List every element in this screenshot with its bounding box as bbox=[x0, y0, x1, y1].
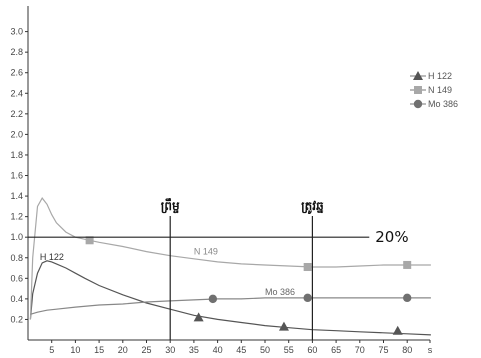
y-tick-label: 1.0 bbox=[10, 232, 23, 242]
legend-label: Mo 386 bbox=[428, 99, 458, 109]
x-tick-label: 70 bbox=[355, 345, 365, 355]
x-tick-label: 5 bbox=[49, 345, 54, 355]
x-ticks: 5 10 15 20 25 30 35 40 45 50 55 60 65 70 75 80 s bbox=[49, 340, 433, 355]
annotation-label: ត្រូវឆ្ន bbox=[301, 199, 324, 215]
y-tick-label: 2.8 bbox=[10, 47, 23, 57]
y-tick-label: 1.2 bbox=[10, 212, 23, 222]
y-tick-label: 0.2 bbox=[10, 314, 23, 324]
reference-layer: 20% ព្រឹម្ច ត្រូវឆ្ន bbox=[28, 198, 409, 340]
triangle-marker bbox=[193, 312, 204, 322]
square-marker bbox=[303, 263, 312, 272]
x-tick-label: 10 bbox=[70, 345, 80, 355]
y-tick-label: 2.6 bbox=[10, 68, 23, 78]
triangle-marker bbox=[392, 325, 403, 335]
circle-marker bbox=[413, 99, 423, 109]
legend-label: N 149 bbox=[428, 85, 452, 95]
circle-marker bbox=[208, 294, 218, 304]
y-tick-label: 2.2 bbox=[10, 109, 23, 119]
x-tick-label: 55 bbox=[284, 345, 294, 355]
triangle-marker bbox=[278, 321, 289, 331]
circle-marker bbox=[303, 293, 312, 303]
x-tick-label: 30 bbox=[165, 345, 175, 355]
series-layer: H 122 N 149 Mo 386 bbox=[29, 197, 431, 336]
y-tick-label: 2.4 bbox=[10, 88, 23, 98]
y-tick-label: 1.4 bbox=[10, 191, 23, 201]
series-inline-label: Mo 386 bbox=[265, 287, 295, 297]
series-h-122 bbox=[29, 260, 431, 336]
x-tick-label: 45 bbox=[236, 345, 246, 355]
square-marker bbox=[403, 260, 412, 269]
triangle-marker bbox=[413, 71, 423, 80]
y-tick-label: 2.0 bbox=[10, 129, 23, 139]
series-mo-386 bbox=[30, 293, 431, 315]
series-inline-label: H 122 bbox=[40, 252, 64, 262]
x-tick-label: 15 bbox=[94, 345, 104, 355]
circle-marker bbox=[403, 293, 412, 303]
x-tick-label: 20 bbox=[118, 345, 128, 355]
y-ticks: 0.2 0.4 0.6 0.8 1.0 1.2 1.4 1.6 1.8 2.0 2.2 2.4 2.6 2… bbox=[10, 27, 28, 324]
y-tick-label: 0.6 bbox=[10, 273, 23, 283]
legend-label: H 122 bbox=[428, 71, 452, 81]
y-tick-label: 0.8 bbox=[10, 253, 23, 263]
series-line bbox=[29, 260, 431, 336]
series-n-149 bbox=[29, 197, 431, 320]
square-marker bbox=[414, 86, 422, 94]
y-tick-label: 0.4 bbox=[10, 294, 23, 304]
legend: H 122 N 149 Mo 386 bbox=[410, 71, 458, 109]
x-tick-label: 60 bbox=[307, 345, 317, 355]
series-line bbox=[30, 297, 431, 315]
x-tick-label: 35 bbox=[189, 345, 199, 355]
series-line bbox=[29, 197, 431, 320]
x-tick-label: 65 bbox=[331, 345, 341, 355]
x-tick-label: 50 bbox=[260, 345, 270, 355]
x-tick-label: s bbox=[428, 345, 433, 355]
x-tick-label: 75 bbox=[378, 345, 388, 355]
square-marker bbox=[85, 236, 94, 245]
series-inline-label: N 149 bbox=[194, 247, 218, 257]
y-tick-label: 1.6 bbox=[10, 171, 23, 181]
reference-line-label: 20% bbox=[375, 228, 408, 246]
y-tick-label: 3.0 bbox=[10, 27, 23, 37]
x-tick-label: 80 bbox=[402, 345, 412, 355]
annotation-label: ព្រឹម្ច bbox=[161, 198, 180, 214]
axes bbox=[27, 6, 430, 341]
x-tick-label: 40 bbox=[213, 345, 223, 355]
x-tick-label: 25 bbox=[141, 345, 151, 355]
y-tick-label: 1.8 bbox=[10, 150, 23, 160]
